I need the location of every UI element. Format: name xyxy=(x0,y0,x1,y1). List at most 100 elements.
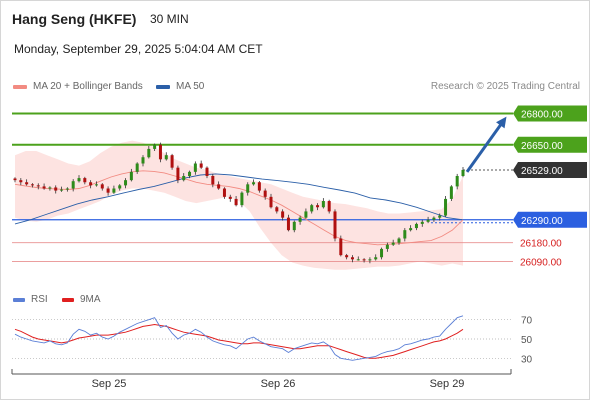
candle-body xyxy=(100,184,104,189)
timeframe-label: 30 MIN xyxy=(150,12,189,26)
candle-body xyxy=(193,163,197,172)
candle-body xyxy=(71,181,75,189)
candle-body xyxy=(339,238,343,256)
candle-body xyxy=(170,155,174,168)
candle-body xyxy=(380,248,384,258)
x-tick-label: Sep 26 xyxy=(261,378,296,390)
rsi-swatch-icon xyxy=(13,297,25,302)
candle-body xyxy=(188,171,192,176)
candle-body xyxy=(13,178,17,181)
candle-body xyxy=(211,176,215,185)
candle-body xyxy=(292,221,296,231)
candle-body xyxy=(112,188,116,193)
ma20-line xyxy=(14,170,464,246)
candle-body xyxy=(158,144,162,160)
timestamp-label: Monday, September 29, 2025 5:04:04 AM CE… xyxy=(14,42,263,56)
ma20-swatch-icon xyxy=(13,84,27,89)
legend-ma20-label: MA 20 + Bollinger Bands xyxy=(33,81,143,92)
candle-body xyxy=(54,187,58,191)
level-tag-resistance xyxy=(513,136,587,153)
rsi-line xyxy=(14,315,464,361)
candle-body xyxy=(403,230,407,239)
legend-rsi-label: RSI xyxy=(31,294,48,305)
candle-body xyxy=(455,176,459,187)
candle-body xyxy=(124,180,128,186)
rsi-tick-label: 50 xyxy=(521,335,533,346)
candle-body xyxy=(391,242,395,245)
candle-body xyxy=(89,182,93,186)
x-tick-label: Sep 29 xyxy=(430,378,465,390)
candle-body xyxy=(420,221,424,224)
candle-body xyxy=(147,148,151,158)
candle-body xyxy=(444,198,448,216)
candle-body xyxy=(257,182,261,191)
level-tag-pivot xyxy=(513,211,587,228)
candle-body xyxy=(205,167,209,176)
legend-rsi-ma: 9MA xyxy=(62,294,101,305)
candle-body xyxy=(426,219,430,222)
candle-body xyxy=(310,205,314,212)
candle-body xyxy=(385,244,389,249)
candle-body xyxy=(118,185,122,189)
candle-body xyxy=(356,259,360,261)
level-label-pivot: 26290.00 xyxy=(521,216,563,227)
level-tag-last xyxy=(513,161,587,178)
candle-body xyxy=(25,182,29,185)
candle-body xyxy=(281,211,285,218)
candle-body xyxy=(362,259,366,261)
candle-body xyxy=(327,201,331,212)
candle-body xyxy=(129,171,133,181)
candle-body xyxy=(350,257,354,260)
legend-rsi: RSI xyxy=(13,294,48,305)
candle-body xyxy=(217,184,221,189)
candle-body xyxy=(461,169,465,176)
legend-rsi-ma-label: 9MA xyxy=(80,294,101,305)
ma50-line xyxy=(14,173,464,225)
x-tick-label: Sep 25 xyxy=(92,378,127,390)
candle-body xyxy=(286,217,290,231)
candle-body xyxy=(106,188,110,193)
forecast-arrow-shaft xyxy=(465,120,505,173)
candle-body xyxy=(409,228,413,231)
rsi-tick-label: 70 xyxy=(521,316,533,327)
candle-body xyxy=(83,178,87,183)
candle-body xyxy=(374,257,378,260)
candle-body xyxy=(333,211,337,239)
candle-body xyxy=(36,185,40,187)
instrument-title: Hang Seng (HKFE) xyxy=(12,11,137,27)
candle-body xyxy=(141,157,145,164)
candle-body xyxy=(298,217,302,222)
legend-ma50: MA 50 xyxy=(156,81,204,92)
candle-body xyxy=(252,182,256,185)
candle-body xyxy=(77,178,81,182)
candle-body xyxy=(345,255,349,258)
level-label-support: 26090.00 xyxy=(520,257,562,268)
level-label-resistance: 26650.00 xyxy=(521,141,563,152)
candle-body xyxy=(182,176,186,181)
candle-body xyxy=(42,186,46,189)
candle-body xyxy=(228,196,232,199)
level-label-last: 26529.00 xyxy=(521,166,563,177)
level-tag-resistance xyxy=(513,105,587,122)
candle-body xyxy=(246,184,250,193)
candle-body xyxy=(30,184,34,186)
forecast-arrow-head xyxy=(496,116,507,129)
level-label-resistance: 26800.00 xyxy=(521,110,563,121)
candle-body xyxy=(94,184,98,186)
candle-body xyxy=(269,196,273,208)
candle-body xyxy=(432,217,436,220)
rsi-ma-swatch-icon xyxy=(62,297,74,302)
candle-body xyxy=(438,215,442,218)
level-label-support: 26180.00 xyxy=(520,239,562,250)
legend-ma50-label: MA 50 xyxy=(176,81,205,92)
candle-body xyxy=(164,155,168,160)
candle-body xyxy=(240,192,244,206)
candle-body xyxy=(316,205,320,208)
candle-body xyxy=(135,163,139,172)
candle-body xyxy=(321,201,325,208)
candle-body xyxy=(60,189,64,191)
candle-body xyxy=(222,188,226,197)
candle-body xyxy=(19,180,23,183)
